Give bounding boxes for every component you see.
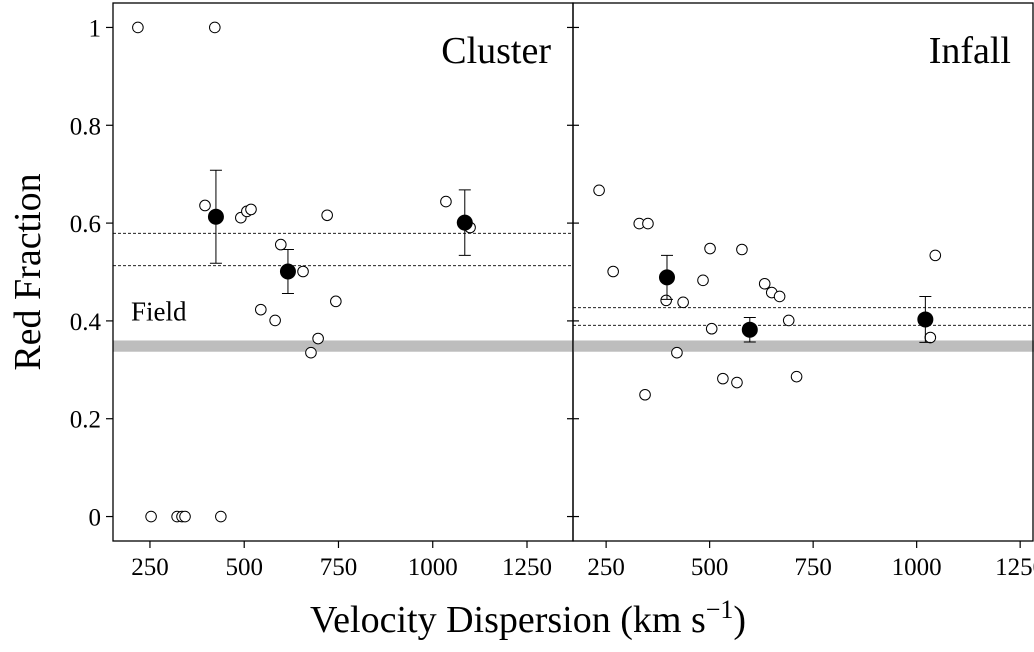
x-axis-label-end: ) [733, 599, 746, 641]
galaxy-point [717, 372, 729, 385]
x-tick-label: 500 [225, 554, 263, 581]
x-tick-label: 1250 [995, 554, 1034, 581]
x-tick-label: 1250 [502, 554, 552, 581]
galaxy-point [305, 346, 317, 359]
y-tick-label: 0.2 [70, 407, 101, 434]
galaxy-point [132, 21, 144, 34]
panel-label: Infall [929, 30, 1011, 72]
mean-point [917, 311, 934, 328]
panel-frame [112, 2, 574, 542]
galaxy-point [321, 209, 333, 222]
galaxy-point [697, 274, 709, 287]
y-tick-label: 0.8 [70, 113, 101, 140]
galaxy-point [255, 303, 267, 316]
x-tick-label: 500 [691, 554, 729, 581]
band-label: Field [131, 296, 187, 326]
y-axis-label: Red Fraction [7, 173, 49, 370]
x-axis-label: Velocity Dispersion (km s−1) [310, 595, 746, 641]
galaxy-point [924, 331, 937, 344]
galaxy-point [209, 21, 221, 34]
x-tick-label: 1000 [892, 554, 942, 581]
galaxy-point [773, 290, 786, 303]
galaxy-point [736, 243, 748, 256]
y-tick-label: 0 [89, 505, 102, 532]
y-tick-label: 0.6 [70, 211, 101, 238]
galaxy-point [704, 242, 716, 255]
field-band [573, 340, 1034, 352]
x-tick-label: 250 [587, 554, 625, 581]
galaxy-point [639, 388, 651, 401]
galaxy-point [269, 314, 281, 327]
panel-frame [572, 2, 1034, 542]
mean-point [456, 214, 473, 231]
mean-point [279, 263, 296, 280]
y-tick-label: 1 [89, 15, 102, 42]
galaxy-point [199, 199, 211, 212]
mean-point [658, 269, 675, 286]
galaxy-point [677, 296, 689, 309]
galaxy-point [782, 314, 795, 327]
galaxy-point [705, 322, 718, 335]
galaxy-point [642, 217, 654, 230]
mean-point [741, 321, 758, 338]
galaxy-point [660, 294, 672, 307]
galaxy-point [440, 195, 452, 208]
galaxy-point [758, 277, 771, 290]
galaxy-point [330, 295, 342, 308]
galaxy-point [274, 238, 287, 251]
galaxy-point [297, 265, 309, 278]
galaxy-point [312, 332, 324, 345]
galaxy-point [671, 346, 683, 359]
galaxy-point [593, 184, 605, 197]
x-axis-label-text: Velocity Dispersion (km s [310, 599, 706, 641]
x-tick-label: 250 [131, 554, 169, 581]
panel-label: Cluster [441, 30, 551, 72]
galaxy-point [790, 370, 803, 383]
galaxy-point [145, 510, 157, 523]
galaxy-point [731, 376, 743, 389]
galaxy-point [607, 265, 619, 278]
galaxy-point [245, 203, 257, 216]
mean-point [207, 208, 224, 225]
x-tick-label: 750 [794, 554, 832, 581]
field-band [113, 340, 573, 352]
x-axis-label-sup: −1 [706, 595, 734, 624]
galaxy-point [215, 510, 227, 523]
galaxy-point [929, 249, 942, 262]
galaxy-point [179, 510, 191, 523]
x-tick-label: 750 [320, 554, 358, 581]
y-tick-label: 0.4 [70, 309, 102, 336]
x-tick-label: 1000 [408, 554, 458, 581]
